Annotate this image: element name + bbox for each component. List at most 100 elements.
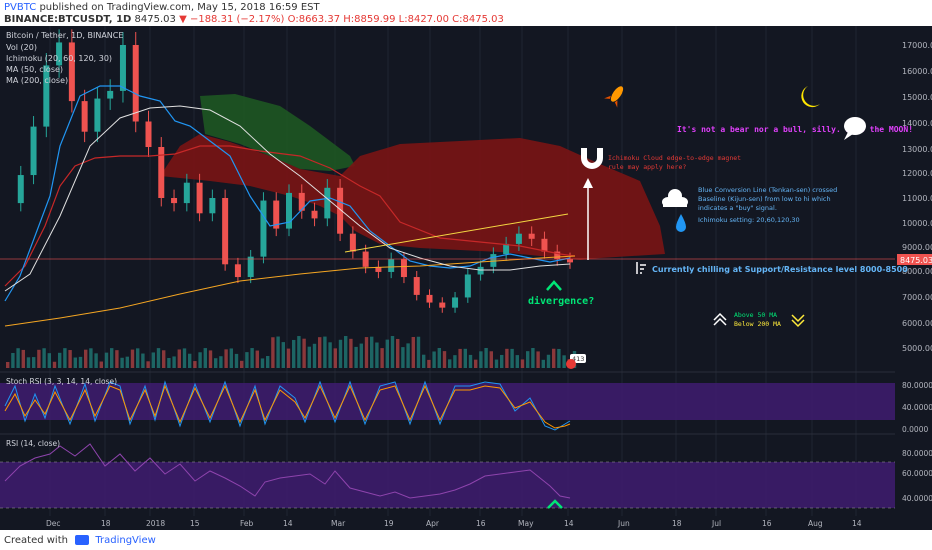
time-tick-label: Dec — [46, 519, 61, 528]
volume-bar — [52, 361, 57, 368]
svg-text:6000.00: 6000.00 — [902, 319, 932, 328]
volume-bar — [120, 357, 124, 368]
volume-badge-text: 413 — [572, 355, 584, 363]
volume-bar — [458, 348, 462, 368]
candle-body — [119, 45, 126, 91]
volume-bar — [214, 358, 218, 368]
candle-body — [400, 259, 407, 278]
last-price: 8475.03 — [134, 14, 176, 25]
volume-bar — [333, 348, 337, 368]
volume-bar — [193, 361, 197, 368]
bar-chart-icon — [636, 262, 646, 274]
publisher-name[interactable]: PVBTC — [4, 2, 37, 13]
volume-bar — [234, 353, 239, 368]
candle-body — [298, 192, 305, 211]
volume-bar — [468, 354, 473, 368]
candle-body — [311, 210, 318, 219]
divergence-chevron — [546, 280, 562, 291]
volume-bar — [494, 359, 499, 368]
volume-bar — [286, 348, 291, 368]
volume-bar — [141, 353, 145, 368]
volume-bar — [354, 346, 358, 368]
volume-bar — [510, 348, 514, 368]
volume-bar — [442, 351, 447, 368]
volume-bar — [89, 348, 93, 368]
double-down-chevron-icon — [791, 314, 805, 328]
symbol-label: BINANCE:BTCUSDT, 1D — [4, 14, 132, 25]
volume-bar — [489, 351, 493, 368]
volume-bar — [110, 348, 114, 368]
volume-bar — [557, 348, 561, 368]
candle-body — [439, 302, 446, 308]
event-flag-icon — [566, 359, 576, 369]
svg-text:60.0000: 60.0000 — [902, 469, 932, 478]
volume-bar — [344, 336, 348, 368]
below-ma-label: Below 200 MA — [734, 320, 781, 328]
chart-area[interactable]: 17000.00 16000.00 15000.00 14000.00 13000.… — [0, 26, 932, 530]
volume-bar — [302, 338, 306, 368]
volume-bar — [188, 353, 192, 368]
volume-bar — [281, 342, 285, 368]
volume-bar — [198, 352, 202, 368]
volume-bar — [229, 348, 233, 368]
volume-bar — [208, 350, 213, 368]
volume-bar — [505, 348, 509, 368]
candle-body — [17, 175, 24, 204]
volume-bar — [21, 349, 25, 368]
svg-text:Ichimoku setting: 20,60,120,30: Ichimoku setting: 20,60,120,30 — [698, 216, 800, 224]
trend-line — [344, 213, 569, 253]
svg-text:Bitcoin / Tether, 1D, BINANCE: Bitcoin / Tether, 1D, BINANCE — [6, 31, 123, 40]
volume-bar — [203, 348, 207, 368]
footer-bar: Created with TradingView — [0, 530, 932, 550]
ma50-line — [4, 105, 571, 292]
volume-bar — [318, 337, 322, 368]
volume-bar — [58, 352, 62, 368]
volume-bar — [84, 349, 88, 368]
candle-body — [286, 192, 292, 229]
svg-text:8000.00: 8000.00 — [902, 267, 932, 276]
volume-bar — [115, 350, 119, 368]
volume-bar — [156, 348, 161, 368]
candle-body — [324, 187, 331, 219]
time-tick-label: 14 — [283, 519, 293, 528]
tradingview-link[interactable]: TradingView — [95, 535, 156, 546]
svg-text:Vol (20): Vol (20) — [6, 43, 37, 52]
volume-bar — [42, 348, 46, 368]
volume-bar — [375, 342, 379, 368]
volume-bar — [416, 336, 421, 368]
svg-text:80.0000: 80.0000 — [902, 449, 932, 458]
volume-bar — [307, 346, 311, 368]
volume-bar — [453, 355, 457, 368]
magnet-icon — [581, 148, 603, 169]
volume-bar — [312, 343, 317, 368]
price-candles — [17, 29, 573, 313]
candle-body — [209, 198, 216, 214]
candle-body — [452, 297, 459, 308]
volume-bar — [16, 348, 20, 368]
candle-body — [43, 65, 50, 127]
volume-bar — [255, 350, 259, 368]
price-change: ▼ −188.31 (−2.17%) — [179, 14, 285, 25]
stoch-axis: 80.0000 40.0000 0.0000 — [902, 381, 932, 434]
volume-bar — [552, 348, 556, 368]
candle-body — [94, 98, 101, 132]
volume-bar — [146, 361, 150, 368]
candle-body — [349, 233, 356, 252]
rsi-line — [4, 443, 571, 499]
volume-bar — [47, 353, 51, 368]
above-ma-label: Above 50 MA — [734, 311, 777, 319]
stoch-label: Stoch RSI (3, 3, 14, 14, close) — [6, 377, 117, 386]
candle-body — [222, 198, 229, 265]
volume-bar — [432, 351, 436, 368]
candle-body — [81, 101, 88, 132]
volume-bar — [515, 355, 519, 368]
volume-bar — [380, 348, 384, 368]
time-tick-label: May — [518, 519, 534, 528]
volume-bar — [37, 349, 41, 368]
volume-bar — [437, 348, 441, 368]
svg-text:10000.00: 10000.00 — [902, 219, 932, 228]
time-tick-label: Jul — [711, 519, 721, 528]
rsi-band — [0, 462, 895, 508]
created-with-text: Created with — [4, 535, 68, 546]
time-tick-label: Feb — [240, 519, 254, 528]
